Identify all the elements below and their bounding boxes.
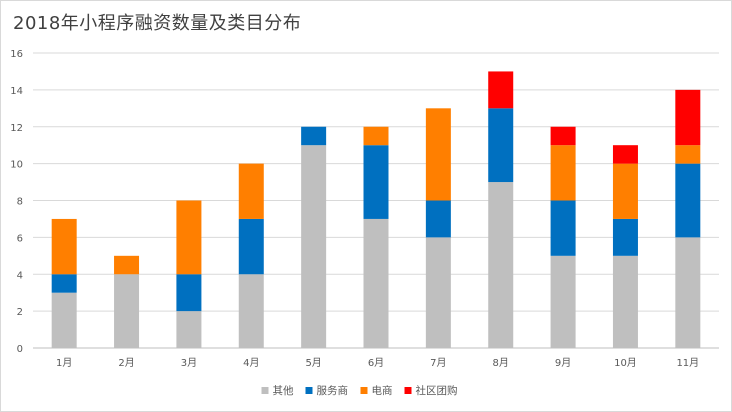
x-tick-label: 5月 (305, 357, 321, 369)
legend-label: 电商 (372, 384, 393, 397)
bar-segment (612, 255, 638, 348)
x-tick-label: 9月 (555, 357, 571, 369)
bar-segment (488, 182, 514, 348)
bar-segment (51, 274, 77, 293)
bar-segment (363, 145, 389, 219)
chart-title: 2018年小程序融资数量及类目分布 (13, 13, 302, 34)
x-tick-label: 8月 (493, 357, 509, 369)
bar-segment (363, 126, 389, 146)
bar-segment (238, 163, 264, 219)
bar-segment (425, 237, 451, 348)
y-tick-label: 14 (10, 86, 23, 97)
bar-segment (51, 218, 77, 275)
bar-segment (550, 126, 576, 146)
bar-segment (176, 311, 202, 348)
bar-segment (301, 126, 327, 146)
legend-label: 其他 (273, 384, 294, 397)
bar-segment (363, 218, 389, 348)
bar-segment (675, 237, 701, 348)
bar-segment (114, 274, 140, 348)
legend-label: 社区团购 (416, 384, 458, 397)
bar-segment (238, 274, 264, 348)
bar-segment (550, 255, 576, 348)
bar-segment (51, 292, 77, 348)
legend-swatch (404, 387, 412, 394)
y-tick-label: 8 (17, 197, 23, 208)
bar-segment (675, 163, 701, 238)
x-tick-label: 2月 (118, 357, 134, 369)
bar-segment (176, 274, 202, 312)
bar-segment (488, 71, 514, 109)
x-tick-label: 6月 (368, 357, 384, 369)
bar-segment (301, 145, 327, 348)
bar-segment (176, 200, 202, 275)
bar-segment (612, 218, 638, 256)
legend-label: 服务商 (317, 384, 349, 397)
x-tick-label: 10月 (614, 357, 637, 369)
legend-swatch (360, 387, 368, 394)
bar-segment (550, 200, 576, 256)
y-tick-label: 0 (17, 344, 23, 355)
x-tick-label: 11月 (676, 357, 699, 369)
bar-segment (612, 145, 638, 164)
y-tick-label: 2 (17, 307, 23, 318)
bar-segment (114, 255, 140, 275)
legend-swatch (305, 387, 313, 394)
bar-segment (675, 89, 701, 146)
bar-segment (488, 108, 514, 183)
bar-segment (675, 145, 701, 164)
bar-segment (425, 200, 451, 238)
y-tick-label: 10 (10, 160, 23, 171)
y-tick-label: 12 (10, 123, 23, 134)
x-tick-label: 7月 (430, 357, 446, 369)
bar-segment (425, 108, 451, 201)
bar-segment (612, 163, 638, 219)
x-tick-label: 4月 (243, 357, 259, 369)
y-tick-label: 16 (10, 49, 23, 60)
y-tick-label: 4 (17, 270, 23, 281)
x-tick-label: 3月 (181, 357, 197, 369)
x-tick-label: 1月 (56, 357, 72, 369)
bar-segment (238, 218, 264, 275)
bar-segment (550, 145, 576, 201)
y-tick-label: 6 (17, 233, 23, 244)
legend-swatch (261, 387, 269, 394)
